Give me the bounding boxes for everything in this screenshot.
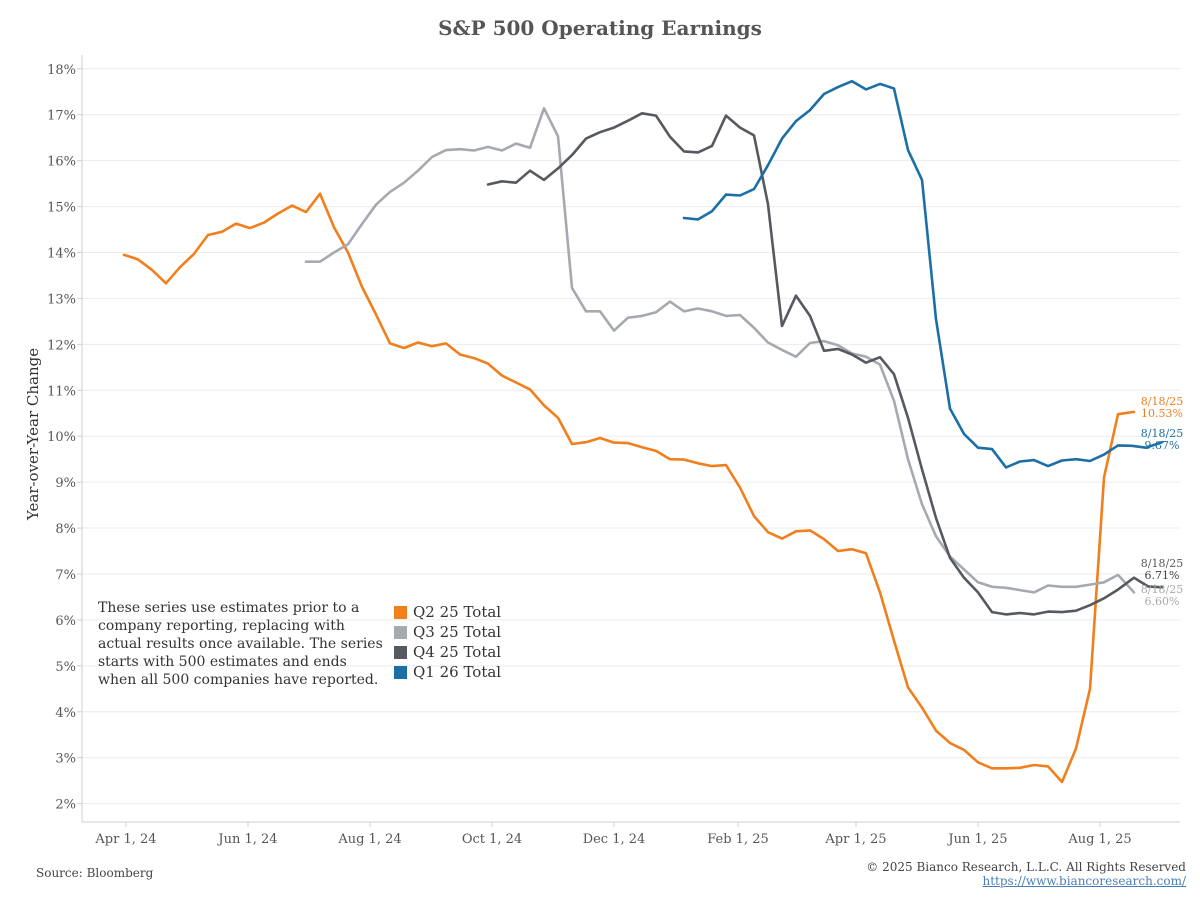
y-tick-label: 14%	[47, 246, 76, 261]
legend-swatch	[394, 625, 407, 639]
website-link[interactable]: https://www.biancoresearch.com/	[982, 874, 1186, 888]
axes: 2% 3% 4% 5% 6% 7% 8% 9% 10% 11% 12% 13% 14% 15% 16% 17%…	[47, 55, 1180, 847]
end-label-value: 10.53%	[1141, 407, 1183, 420]
series-line-q3-25-total	[304, 107, 1136, 594]
legend: Q2 25 Total Q3 25 Total Q4 25 Total Q1 2…	[394, 602, 501, 682]
y-tick-label: 11%	[47, 384, 76, 399]
grid-lines	[82, 68, 1180, 805]
x-tick-label: Jun 1, 25	[946, 832, 1007, 847]
y-tick-label: 9%	[55, 476, 76, 491]
x-tick-label: Jun 1, 24	[216, 832, 277, 847]
legend-label: Q2 25 Total	[413, 603, 502, 621]
series-lines	[122, 79, 1164, 784]
legend-item-q3-25: Q3 25 Total	[394, 622, 501, 642]
legend-swatch	[394, 645, 407, 659]
end-label-date: 8/18/25	[1141, 427, 1183, 440]
y-tick-label: 18%	[47, 63, 76, 78]
y-tick-label: 15%	[47, 201, 76, 216]
y-tick-label: 10%	[47, 430, 76, 445]
methodology-note: These series use estimates prior to a co…	[98, 600, 383, 688]
end-label-value: 6.71%	[1145, 569, 1180, 582]
legend-item-q4-25: Q4 25 Total	[394, 642, 501, 662]
x-tick-label: Dec 1, 24	[583, 832, 646, 847]
end-label-value: 9.87%	[1145, 439, 1180, 452]
x-tick-label: Aug 1, 24	[337, 832, 401, 847]
legend-label: Q1 26 Total	[413, 663, 502, 681]
series-line-q4-25-total	[486, 112, 1164, 616]
series-line-q1-26-total	[682, 79, 1164, 469]
y-tick-label: 4%	[55, 706, 76, 721]
y-tick-label: 13%	[47, 292, 76, 307]
legend-item-q2-25: Q2 25 Total	[394, 602, 501, 622]
end-label-date: 8/18/25	[1141, 557, 1183, 570]
copyright-text: © 2025 Bianco Research, L.L.C. All Right…	[866, 860, 1186, 874]
legend-swatch	[394, 665, 407, 679]
legend-label: Q3 25 Total	[413, 623, 502, 641]
x-tick-label: Apr 1, 25	[824, 832, 886, 847]
chart-title: S&P 500 Operating Earnings	[438, 16, 762, 40]
copyright-block: © 2025 Bianco Research, L.L.C. All Right…	[866, 860, 1186, 888]
end-label-value: 6.60%	[1145, 595, 1180, 608]
series-line-q2-25-total	[122, 192, 1136, 784]
source-note: Source: Bloomberg	[36, 866, 154, 880]
y-tick-label: 2%	[55, 798, 76, 813]
end-label-date: 8/18/25	[1141, 395, 1183, 408]
legend-swatch	[394, 605, 407, 619]
end-labels: 8/18/2510.53%8/18/256.60%8/18/256.71%8/1…	[1141, 395, 1183, 608]
y-tick-label: 6%	[55, 614, 76, 629]
y-tick-label: 3%	[55, 752, 76, 767]
y-tick-label: 16%	[47, 155, 76, 170]
y-tick-label: 5%	[55, 660, 76, 675]
x-tick-label: Oct 1, 24	[462, 832, 522, 847]
x-tick-label: Aug 1, 25	[1067, 832, 1131, 847]
x-tick-label: Apr 1, 24	[94, 832, 156, 847]
end-label-date: 8/18/25	[1141, 583, 1183, 596]
legend-label: Q4 25 Total	[413, 643, 502, 661]
legend-item-q1-26: Q1 26 Total	[394, 662, 501, 682]
y-tick-label: 7%	[55, 568, 76, 583]
y-tick-label: 17%	[47, 109, 76, 124]
y-tick-label: 8%	[55, 522, 76, 537]
x-tick-label: Feb 1, 25	[707, 832, 769, 847]
y-tick-label: 12%	[47, 338, 76, 353]
